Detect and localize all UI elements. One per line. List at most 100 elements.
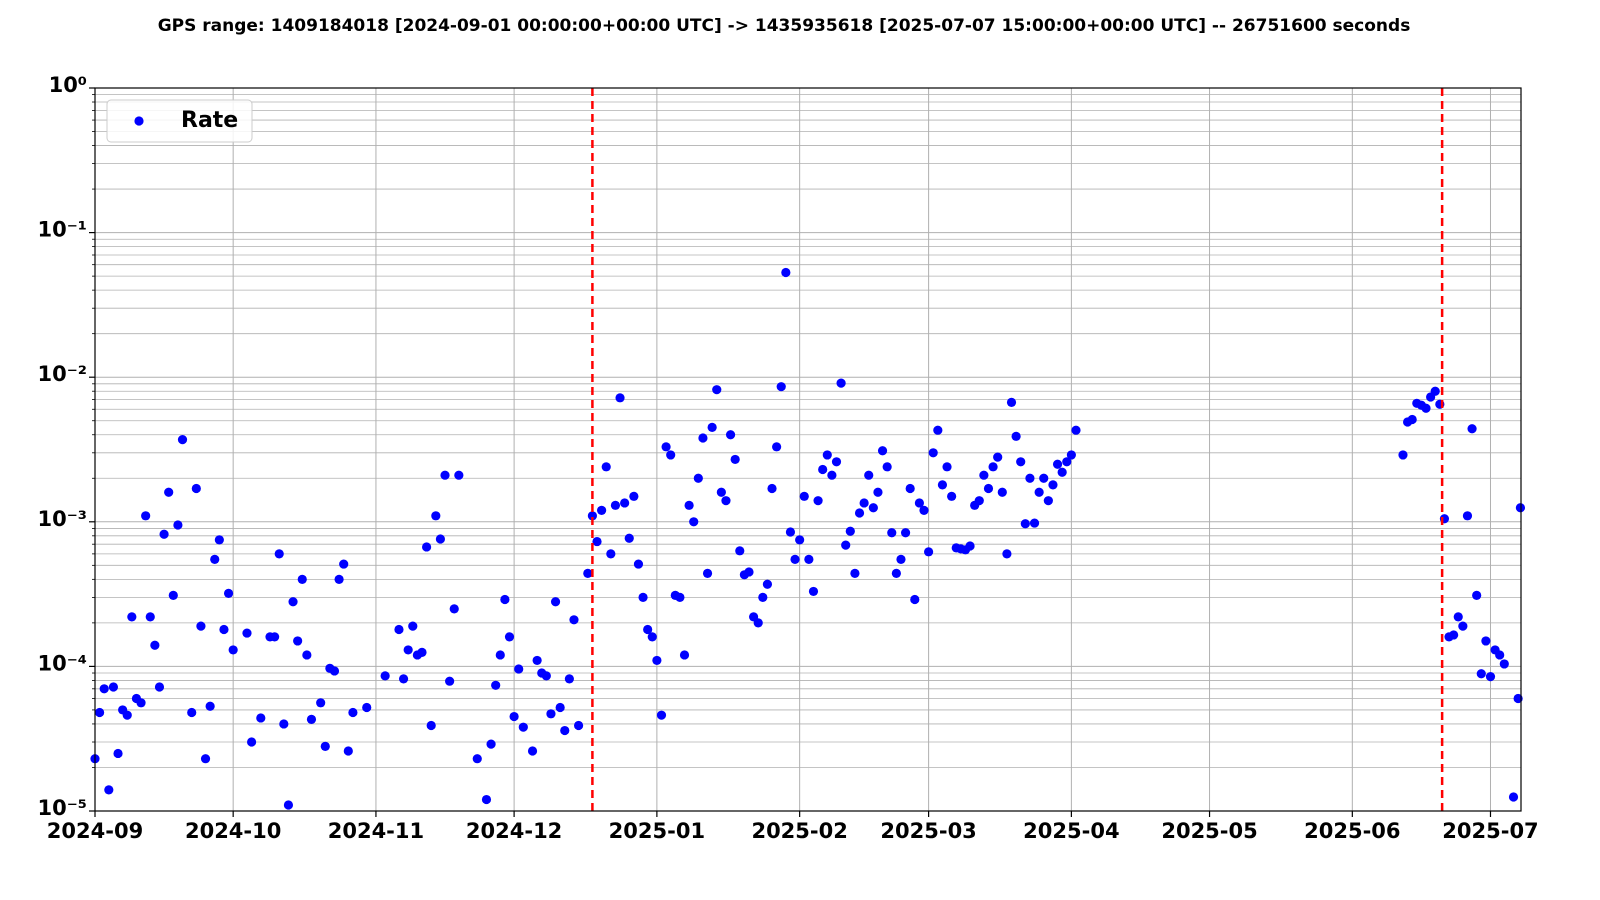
- data-point: [555, 702, 565, 713]
- data-point: [177, 435, 188, 445]
- data-point: [1006, 397, 1017, 407]
- data-point: [684, 500, 694, 510]
- data-point: [1458, 621, 1468, 631]
- data-point: [339, 559, 349, 569]
- data-point: [864, 470, 874, 480]
- data-point: [154, 682, 165, 692]
- data-point: [1499, 659, 1509, 669]
- data-point: [214, 535, 224, 545]
- data-point: [707, 422, 717, 432]
- data-point: [1472, 590, 1482, 600]
- data-point: [730, 454, 740, 465]
- data-point: [95, 707, 105, 718]
- data-point: [633, 559, 644, 569]
- data-point: [808, 586, 819, 597]
- data-point: [569, 615, 579, 625]
- data-point: [99, 684, 109, 694]
- data-point: [776, 382, 786, 392]
- data-point: [592, 536, 602, 547]
- data-point: [481, 794, 492, 805]
- data-point: [983, 483, 994, 494]
- data-point: [486, 739, 496, 749]
- data-point: [168, 590, 178, 600]
- y-tick-label: 10⁻⁴: [37, 651, 87, 675]
- data-point: [426, 720, 436, 731]
- data-point: [905, 483, 915, 494]
- data-point: [772, 442, 782, 452]
- data-point: [279, 719, 289, 729]
- data-point: [223, 588, 234, 598]
- x-tick-label: 2025-01: [609, 819, 705, 843]
- data-point: [795, 535, 805, 545]
- data-point: [495, 650, 505, 660]
- data-point: [666, 450, 676, 460]
- data-point: [1430, 386, 1440, 396]
- data-point: [758, 592, 768, 603]
- data-point: [1011, 431, 1021, 441]
- data-point: [1407, 414, 1417, 425]
- data-point: [868, 503, 878, 513]
- data-point: [1025, 473, 1035, 483]
- data-point: [1462, 511, 1473, 521]
- data-point: [334, 574, 344, 584]
- data-point: [136, 698, 146, 708]
- data-point: [1398, 450, 1408, 460]
- data-point: [210, 554, 220, 564]
- data-point: [859, 498, 869, 508]
- data-point: [822, 450, 832, 460]
- data-point: [606, 549, 616, 559]
- legend-label: Rate: [181, 108, 238, 133]
- data-point: [297, 574, 307, 584]
- data-point: [1485, 672, 1496, 682]
- data-point: [924, 547, 934, 557]
- data-point: [1062, 457, 1072, 467]
- legend-marker: [134, 116, 144, 126]
- axes: 10⁻⁵ 10⁻⁴ 10⁻³ 10⁻² 10⁻¹ 10⁰ 2024-09 2024-10 202…: [37, 73, 1538, 843]
- data-point: [108, 682, 119, 692]
- data-point: [597, 505, 607, 515]
- data-point: [449, 604, 459, 614]
- x-tick-label: 2025-03: [880, 819, 976, 843]
- data-point: [348, 707, 358, 718]
- grid: [94, 87, 1521, 812]
- data-point: [472, 754, 482, 764]
- data-point: [380, 671, 390, 681]
- data-point: [587, 511, 598, 521]
- data-point: [933, 425, 943, 435]
- data-point: [159, 529, 169, 539]
- data-point: [440, 470, 450, 480]
- data-point: [942, 462, 952, 472]
- data-point: [896, 554, 906, 564]
- data-point: [693, 473, 703, 483]
- x-tick-label: 2025-04: [1023, 819, 1119, 843]
- data-point: [914, 498, 924, 508]
- data-point: [841, 540, 851, 550]
- data-point: [1508, 792, 1519, 802]
- data-point: [781, 267, 791, 278]
- data-point: [910, 594, 920, 605]
- data-point: [200, 754, 211, 764]
- data-point: [274, 549, 284, 559]
- data-point: [979, 470, 989, 480]
- data-point: [689, 517, 699, 527]
- data-point: [122, 710, 132, 720]
- data-point: [173, 520, 183, 530]
- data-point: [532, 655, 542, 666]
- data-point: [283, 800, 294, 810]
- data-point: [947, 491, 957, 501]
- data-point: [652, 655, 662, 666]
- data-point: [1043, 496, 1053, 506]
- marks: [90, 88, 1526, 811]
- data-point: [141, 511, 151, 521]
- data-point: [1476, 669, 1486, 679]
- data-point: [1449, 630, 1459, 640]
- data-point: [546, 709, 556, 719]
- data-point: [242, 628, 252, 638]
- data-point: [988, 462, 998, 472]
- data-point: [398, 674, 409, 684]
- data-point: [1052, 459, 1063, 469]
- data-point: [831, 457, 842, 467]
- data-point: [638, 592, 648, 603]
- data-point: [762, 579, 773, 589]
